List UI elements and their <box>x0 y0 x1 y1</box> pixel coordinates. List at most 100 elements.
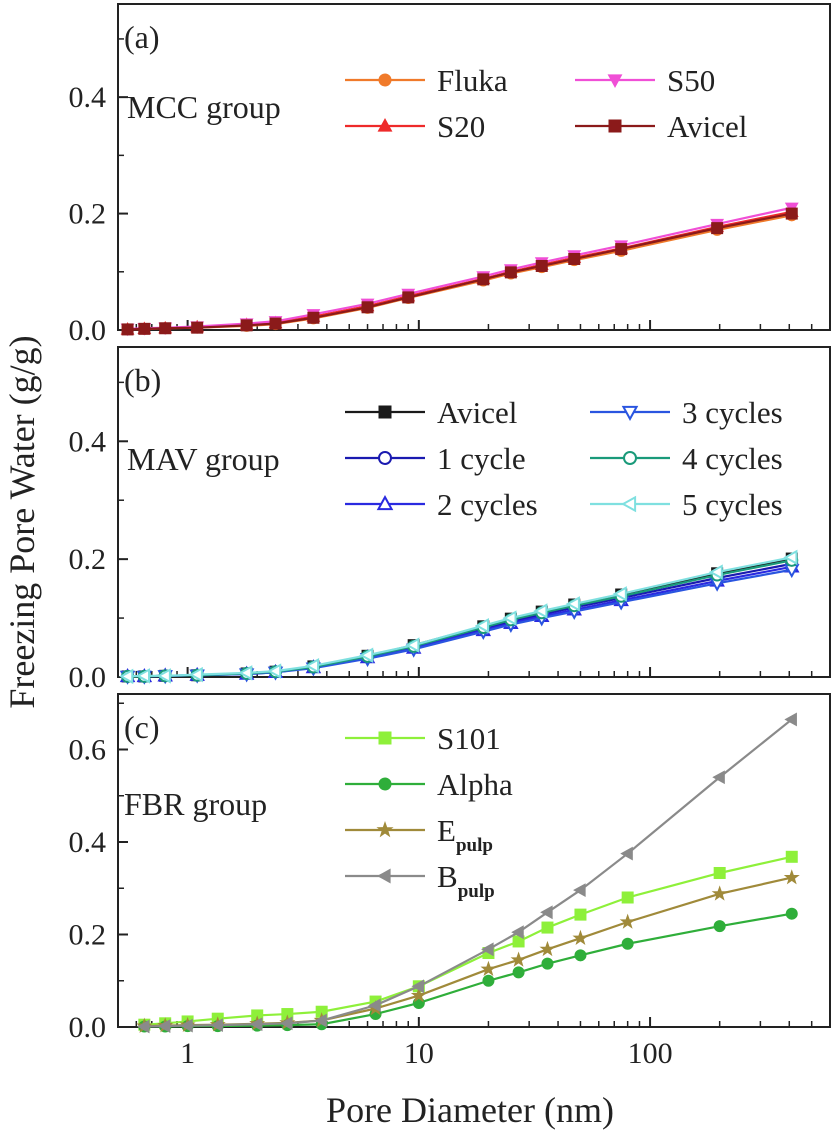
legend-label: 4 cycles <box>682 441 783 476</box>
data-point <box>481 942 494 957</box>
data-point <box>502 610 517 626</box>
data-point <box>474 617 489 634</box>
plot-frame <box>117 346 831 678</box>
legend-label: Epulp <box>437 813 493 856</box>
data-point <box>136 1019 150 1034</box>
legend-item: S101 <box>345 721 501 756</box>
x-tick-label: 10 <box>404 1037 434 1070</box>
y-tick-label: 0.2 <box>69 543 107 576</box>
legend-marker <box>621 495 637 513</box>
legend-item: S20 <box>345 109 485 144</box>
data-point <box>249 1017 263 1032</box>
data-point <box>565 596 580 612</box>
y-tick-label: 0.0 <box>69 1011 107 1044</box>
legend-label: S20 <box>437 109 485 144</box>
legend-label-subscript: pulp <box>458 881 495 902</box>
panel-a: 0.0 0.2 0.4 (a) MCC group Fluka S20 S50 Avicel <box>69 3 831 347</box>
plot-frame <box>117 693 831 1028</box>
y-tick-label: 0.0 <box>69 314 107 347</box>
data-point <box>540 905 553 920</box>
data-point <box>619 913 636 929</box>
panel-label: (b) <box>124 362 161 398</box>
data-point <box>621 891 634 904</box>
data-point <box>510 951 527 967</box>
legend-label: Avicel <box>437 395 517 430</box>
data-point <box>784 712 797 727</box>
legend-label: Bpulp <box>437 859 495 902</box>
data-point <box>783 869 800 885</box>
legend-marker <box>378 451 392 465</box>
data-point <box>279 1016 293 1031</box>
y-tick-label: 0.0 <box>69 661 107 694</box>
data-point <box>411 979 425 994</box>
series-s101 <box>138 850 798 1031</box>
legend-label: Fluka <box>437 63 508 98</box>
series-alpha <box>138 907 798 1033</box>
data-point <box>612 586 627 602</box>
data-point <box>711 222 724 235</box>
data-point <box>708 564 723 580</box>
legend: Avicel 1 cycle 2 cycles 3 cycles 4 cycles 5 c… <box>345 395 783 522</box>
legend-marker <box>623 451 637 465</box>
data-point <box>572 929 589 945</box>
legend-label: Alpha <box>437 767 513 802</box>
data-point <box>477 273 490 286</box>
data-point <box>359 647 374 663</box>
panels: 0.00.20.4(a)MCC groupFlukaS20S50Avicel0.… <box>69 3 831 1070</box>
data-point <box>405 637 420 653</box>
legend-item: Epulp <box>345 813 493 856</box>
legend-label: S101 <box>437 721 501 756</box>
series-line <box>127 556 792 678</box>
panel-c: 0.0 0.2 0.4 0.6 1 10 100 (c) FBR group S101 Alpha E… <box>69 693 831 1070</box>
y-axis-title: Freezing Pore Water (g/g) <box>2 335 42 708</box>
data-point <box>568 252 581 265</box>
data-point <box>504 266 517 279</box>
data-point <box>711 885 728 901</box>
series-line <box>144 718 793 1028</box>
data-point <box>361 301 374 314</box>
group-label: MCC group <box>127 89 281 125</box>
y-tick-label: 0.2 <box>69 198 107 231</box>
group-label: MAV group <box>127 441 280 477</box>
legend-label: 3 cycles <box>682 395 783 430</box>
legend-marker <box>376 820 394 838</box>
legend-marker <box>378 777 392 791</box>
data-point <box>156 668 171 684</box>
legend-label: S50 <box>667 63 715 98</box>
legend-marker <box>377 118 393 132</box>
data-point <box>180 1018 193 1033</box>
legend-marker <box>378 405 392 419</box>
legend-item: Alpha <box>345 767 513 802</box>
data-point <box>573 883 586 897</box>
series-4-cycles <box>121 553 799 683</box>
data-point <box>541 957 554 970</box>
legend-marker <box>378 73 392 87</box>
series-s50 <box>120 202 799 337</box>
data-point <box>539 940 556 957</box>
data-point <box>574 908 587 921</box>
series-b <box>136 712 797 1034</box>
panel-b: 0.0 0.2 0.4 (b) MAV group Avicel 1 cycle 2 cycl… <box>69 346 831 694</box>
data-point <box>511 925 524 940</box>
data-point <box>541 921 554 934</box>
series-s20 <box>120 204 799 335</box>
y-tick-label: 0.4 <box>69 425 107 458</box>
series-line <box>127 557 792 678</box>
data-point <box>159 322 172 335</box>
data-point <box>138 322 151 335</box>
series-line <box>127 206 792 330</box>
data-point <box>785 907 798 920</box>
data-point <box>480 960 497 976</box>
data-point <box>785 850 798 863</box>
data-point <box>267 663 282 679</box>
data-point <box>535 259 548 272</box>
data-point <box>157 1019 171 1033</box>
data-point <box>615 243 628 256</box>
data-point <box>410 987 427 1003</box>
series-line <box>127 212 792 331</box>
x-axis-title: Pore Diameter (nm) <box>326 1090 614 1130</box>
legend-label: 5 cycles <box>682 487 783 522</box>
y-tick-label: 0.6 <box>69 734 107 767</box>
series-avicel <box>121 552 798 683</box>
